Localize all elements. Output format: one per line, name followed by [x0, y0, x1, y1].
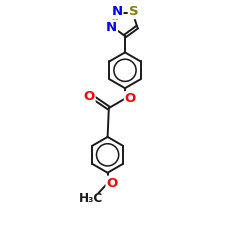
- Text: H₃C: H₃C: [79, 192, 103, 205]
- Text: S: S: [129, 5, 138, 18]
- Text: O: O: [83, 90, 94, 103]
- Text: O: O: [125, 92, 136, 105]
- Text: N: N: [106, 20, 117, 34]
- Text: N: N: [111, 5, 122, 18]
- Text: O: O: [106, 177, 118, 190]
